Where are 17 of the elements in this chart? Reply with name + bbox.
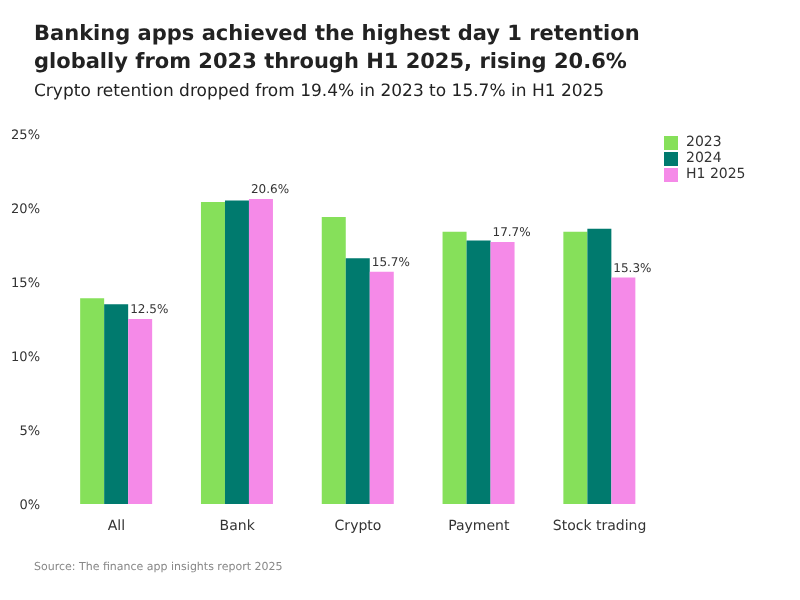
chart-title: Banking apps achieved the highest day 1 retention globally from 2023 through H1 2025, rising 20.6% — [34, 20, 642, 76]
bar — [490, 242, 515, 504]
bar — [321, 216, 346, 504]
bar — [104, 304, 129, 504]
bar — [128, 319, 153, 504]
bar — [587, 228, 612, 504]
bar — [224, 200, 249, 504]
bar — [442, 231, 467, 504]
bar — [248, 199, 273, 504]
bar — [200, 202, 225, 504]
bar — [369, 271, 394, 504]
chart-subtitle: Crypto retention dropped from 19.4% in 2023 to 15.7% in H1 2025 — [34, 82, 607, 102]
bar — [80, 298, 105, 504]
bar — [466, 240, 491, 504]
bar — [611, 277, 636, 504]
bar — [345, 258, 370, 504]
bar — [563, 231, 588, 504]
